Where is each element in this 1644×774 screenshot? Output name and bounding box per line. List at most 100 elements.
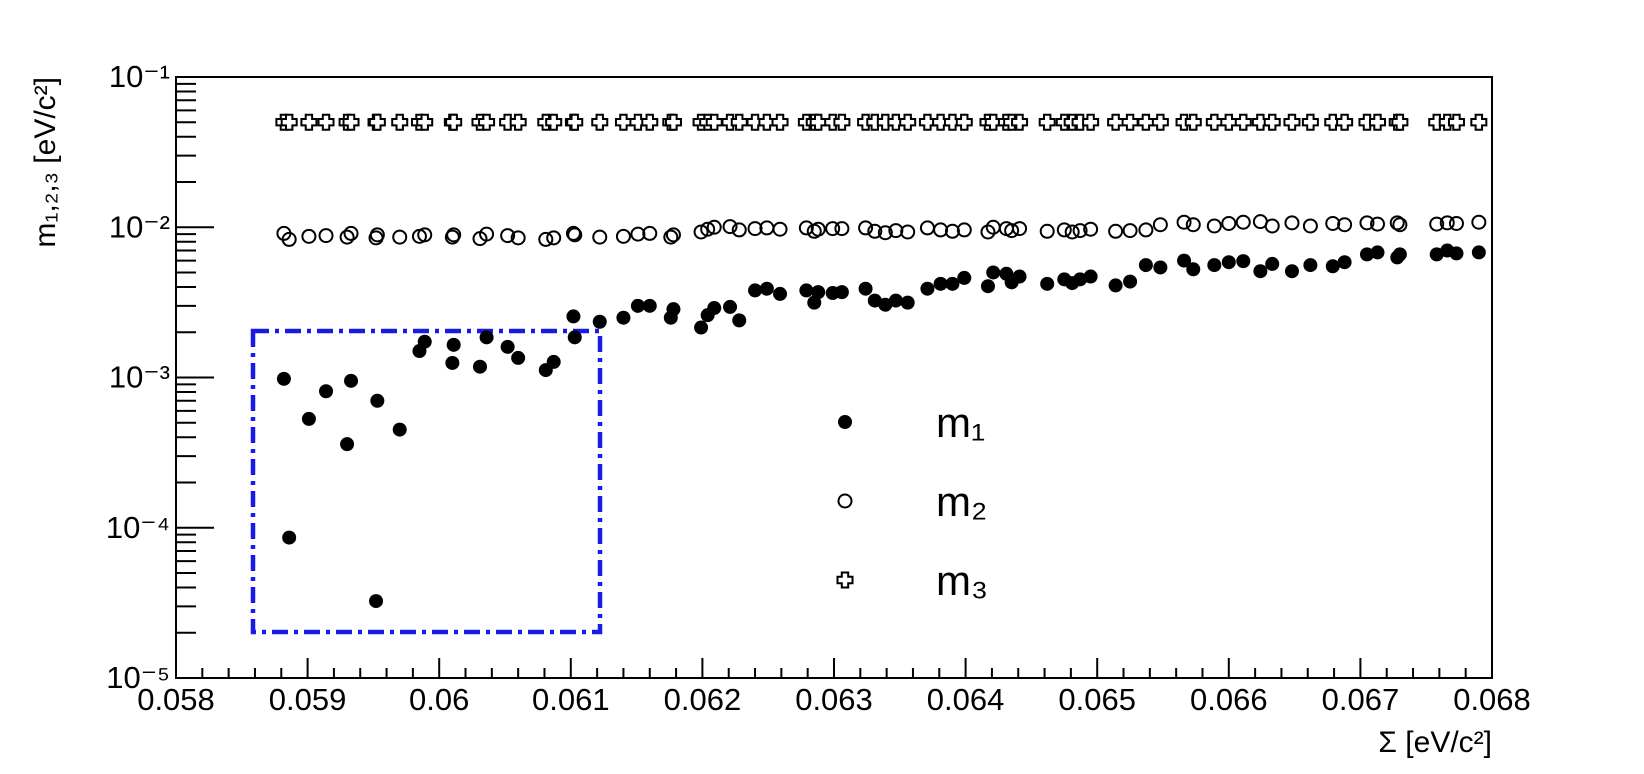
data-point — [1012, 269, 1027, 284]
data-point — [834, 221, 850, 237]
y-tick-label: 10⁻⁵ — [106, 660, 170, 695]
data-point — [920, 281, 935, 296]
data-point — [565, 225, 581, 241]
data-point — [1392, 247, 1407, 262]
data-point — [511, 350, 526, 365]
x-tick-label: 0.06 — [409, 682, 469, 717]
data-point — [1471, 245, 1486, 260]
y-tick-label: 10⁻¹ — [109, 59, 170, 94]
data-point — [730, 113, 748, 131]
data-point — [1359, 215, 1375, 231]
data-point — [810, 221, 826, 237]
data-point — [1265, 256, 1280, 271]
data-point — [1220, 113, 1238, 131]
legend-marker — [838, 415, 852, 429]
data-point — [592, 314, 607, 329]
data-point — [1083, 221, 1099, 237]
data-point — [858, 220, 874, 236]
data-point — [858, 281, 873, 296]
plot-frame — [175, 76, 1493, 679]
data-point — [368, 113, 386, 131]
data-point — [807, 295, 822, 310]
data-point — [956, 222, 972, 238]
legend-marker — [836, 571, 854, 589]
legend-label: m₂ — [936, 478, 987, 525]
data-point — [747, 221, 763, 237]
data-point — [510, 230, 526, 246]
data-point — [759, 281, 774, 296]
data-point — [900, 224, 916, 240]
data-point — [1264, 218, 1280, 234]
data-point — [1337, 255, 1352, 270]
data-point — [748, 283, 763, 298]
data-point — [887, 113, 905, 131]
data-point — [799, 283, 814, 298]
data-point — [918, 113, 936, 131]
data-point — [343, 225, 359, 241]
data-point — [771, 113, 789, 131]
data-point — [591, 113, 609, 131]
data-point — [943, 113, 961, 131]
data-point — [630, 226, 646, 242]
data-point — [1283, 113, 1301, 131]
data-point — [825, 221, 841, 237]
data-point — [955, 113, 973, 131]
data-point — [811, 285, 826, 300]
data-point — [1234, 113, 1252, 131]
data-point — [1449, 246, 1464, 261]
data-point — [1205, 113, 1223, 131]
x-tick-label: 0.067 — [1322, 682, 1400, 717]
data-point — [1301, 113, 1319, 131]
data-point — [1324, 113, 1342, 131]
data-point — [980, 279, 995, 294]
data-point — [945, 276, 960, 291]
data-point — [694, 320, 709, 335]
data-point — [1221, 215, 1237, 231]
data-point — [900, 295, 915, 310]
data-point — [642, 298, 657, 313]
data-point — [339, 229, 355, 245]
data-point — [1185, 217, 1201, 233]
data-point — [1439, 215, 1455, 231]
x-tick-label: 0.062 — [664, 682, 742, 717]
data-point — [630, 298, 645, 313]
data-point — [1153, 260, 1168, 275]
data-point — [1082, 113, 1100, 131]
data-point — [1336, 113, 1354, 131]
data-point — [391, 113, 409, 131]
data-point — [1176, 214, 1192, 230]
x-tick-label: 0.064 — [927, 682, 1005, 717]
data-point — [707, 301, 722, 316]
y-tick-label: 10⁻² — [109, 209, 170, 244]
data-point — [500, 339, 515, 354]
data-point — [1470, 113, 1488, 131]
data-point — [370, 393, 385, 408]
x-tick-label: 0.059 — [269, 682, 347, 717]
data-point — [614, 113, 632, 131]
data-point — [1123, 274, 1138, 289]
data-point — [1122, 223, 1138, 239]
data-point — [1040, 276, 1055, 291]
data-point — [1370, 216, 1386, 232]
data-point — [1389, 215, 1405, 231]
data-point — [986, 265, 1001, 280]
data-point — [877, 225, 893, 241]
legend-label: m₁ — [936, 399, 985, 446]
data-point — [1138, 258, 1153, 273]
data-point — [1391, 113, 1409, 131]
data-point — [1448, 215, 1464, 231]
data-point — [446, 227, 462, 243]
data-point — [833, 113, 851, 131]
data-point — [369, 227, 385, 243]
data-point — [301, 228, 317, 244]
data-point — [567, 330, 582, 345]
data-point — [1012, 221, 1028, 237]
data-point — [772, 221, 788, 237]
x-tick-label: 0.066 — [1190, 682, 1268, 717]
data-point — [1447, 113, 1465, 131]
data-point — [1004, 223, 1020, 239]
data-point — [1038, 113, 1056, 131]
data-point — [642, 225, 658, 241]
data-point — [416, 113, 434, 131]
data-point — [888, 293, 903, 308]
